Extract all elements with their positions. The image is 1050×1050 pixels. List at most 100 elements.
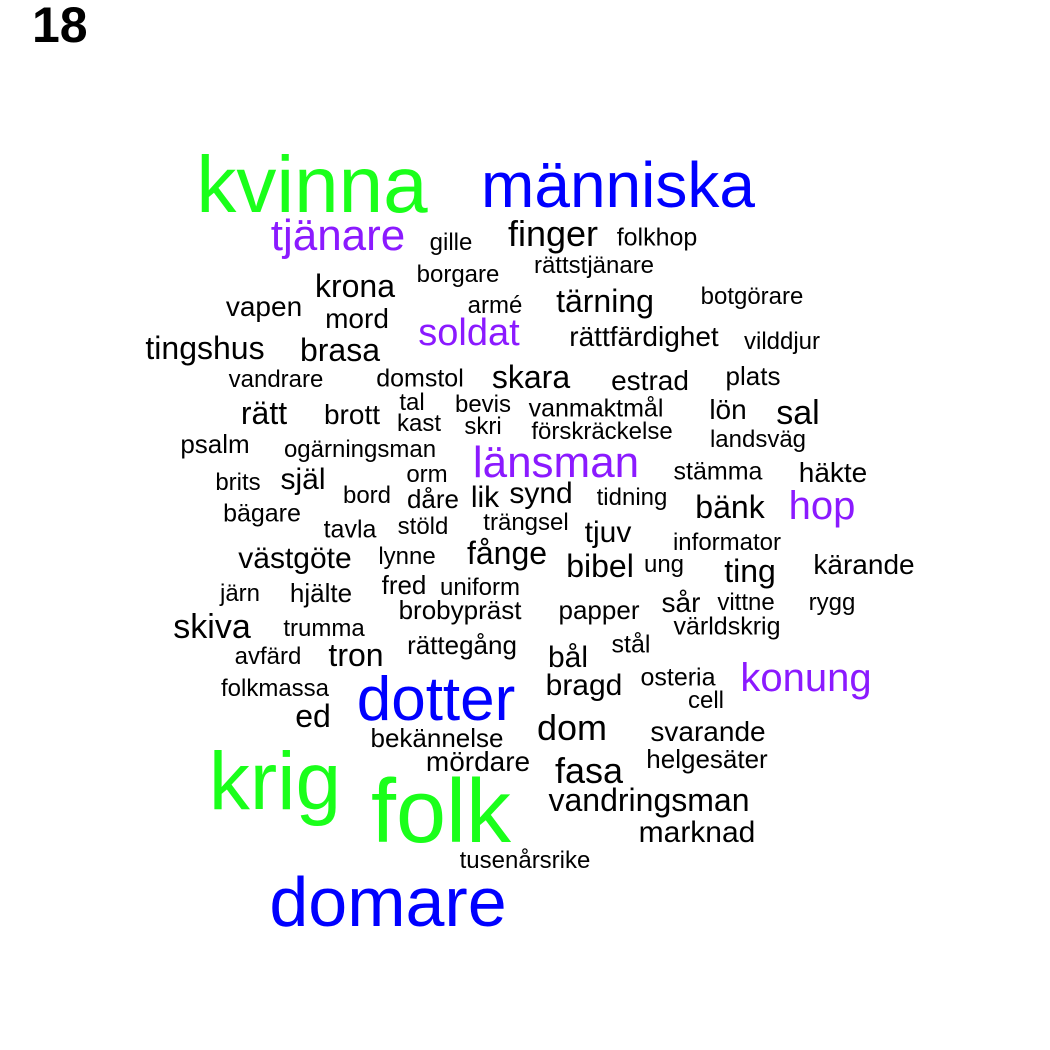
word-bibel: bibel: [566, 548, 634, 584]
word-vandrare: vandrare: [228, 366, 324, 393]
word-informator: informator: [672, 529, 782, 556]
word-bekannelse: bekännelse: [370, 723, 504, 753]
word-vastgote: västgöte: [238, 542, 352, 575]
word-finger: finger: [507, 213, 599, 254]
word-domstol: domstol: [376, 364, 464, 393]
word-folkmassa: folkmassa: [220, 675, 330, 702]
word-plats: plats: [725, 361, 781, 391]
word-orm: orm: [406, 461, 448, 488]
word-trumma: trumma: [283, 615, 365, 642]
word-avfard: avfärd: [234, 643, 302, 670]
word-hakte: häkte: [798, 457, 868, 488]
word-svarande: svarande: [650, 716, 766, 747]
word-lansman: länsman: [472, 438, 640, 487]
word-lynne: lynne: [378, 543, 436, 570]
word-sal: sal: [776, 394, 820, 432]
word-dom: dom: [536, 707, 608, 748]
word-borgare: borgare: [416, 261, 500, 288]
word-synd: synd: [509, 477, 573, 510]
word-landsvag: landsväg: [709, 426, 807, 453]
word-rattstjanare: rättstjänare: [533, 252, 655, 279]
word-kvinna: kvinna: [196, 140, 428, 229]
word-domare: domare: [269, 863, 507, 941]
word-konung: konung: [740, 656, 872, 700]
word-sar: sår: [661, 587, 701, 618]
word-kast: kast: [396, 410, 442, 437]
word-bal: bål: [547, 641, 589, 674]
word-psalm: psalm: [180, 429, 250, 459]
word-skri: skri: [464, 413, 502, 440]
word-uniform: uniform: [439, 574, 521, 601]
word-gille: gille: [429, 229, 473, 256]
word-trangsel: trängsel: [483, 509, 569, 536]
word-estrad: estrad: [611, 365, 689, 396]
word-papper: papper: [558, 595, 640, 625]
word-fred: fred: [381, 570, 427, 600]
panel-label: 18: [32, 0, 88, 53]
word-hop: hop: [788, 484, 856, 528]
word-krig: krig: [208, 736, 342, 827]
word-fange: fånge: [466, 535, 548, 571]
word-tarning: tärning: [556, 283, 654, 319]
word-rattfardighet: rättfärdighet: [569, 321, 719, 352]
word-skiva: skiva: [173, 608, 251, 646]
word-vanmaktmal: vanmaktmål: [528, 394, 664, 423]
word-mord: mord: [325, 303, 389, 334]
word-skara: skara: [491, 359, 571, 395]
word-tavla: tavla: [323, 515, 377, 544]
word-rattegang: rättegång: [407, 630, 517, 660]
word-sjal: själ: [280, 463, 326, 496]
word-ed: ed: [295, 698, 331, 734]
word-stal: stål: [611, 630, 651, 659]
word-forskrackelse: förskräckelse: [531, 418, 673, 445]
word-bagare: bägare: [223, 499, 301, 528]
word-mordare: mördare: [425, 746, 531, 777]
word-helgesater: helgesäter: [646, 744, 768, 774]
word-arm: armé: [467, 292, 523, 319]
word-tjanare: tjänare: [270, 211, 406, 260]
word-brits: brits: [215, 469, 261, 496]
word-tidning: tidning: [596, 484, 668, 511]
word-ratt: rätt: [240, 395, 288, 431]
word-vandringsman: vandringsman: [548, 782, 750, 818]
word-manniska: människa: [481, 149, 755, 221]
word-tal: tal: [399, 389, 425, 416]
word-bragd: bragd: [545, 669, 623, 702]
word-jarn: järn: [219, 580, 261, 607]
word-tingshus: tingshus: [145, 330, 265, 366]
word-bevis: bevis: [454, 391, 512, 418]
word-rygg: rygg: [808, 589, 856, 616]
word-brobyprast: brobypräst: [398, 595, 522, 625]
word-fasa: fasa: [554, 750, 624, 791]
word-bord: bord: [342, 482, 392, 509]
word-tjuv: tjuv: [584, 516, 632, 549]
word-brott: brott: [323, 399, 381, 430]
word-hjalte: hjälte: [289, 578, 353, 608]
word-varldskrig: världskrig: [673, 612, 781, 641]
word-cell: cell: [687, 687, 725, 714]
word-ting: ting: [724, 553, 776, 589]
word-bank: bänk: [695, 489, 765, 525]
word-dare: dåre: [406, 484, 460, 514]
word-lik: lik: [470, 481, 500, 514]
word-botgorare: botgörare: [700, 283, 804, 310]
word-stamma: stämma: [673, 457, 763, 486]
word-folkhop: folkhop: [616, 223, 698, 252]
word-karande: kärande: [813, 549, 915, 580]
word-vapen: vapen: [225, 291, 303, 322]
word-soldat: soldat: [418, 312, 520, 354]
word-krona: krona: [314, 268, 396, 304]
word-brasa: brasa: [299, 332, 381, 368]
word-folk: folk: [370, 762, 512, 862]
word-ung: ung: [643, 551, 685, 578]
word-vilddjur: vilddjur: [743, 328, 821, 355]
word-tusenarsrike: tusenårsrike: [459, 847, 591, 874]
word-lon: lön: [709, 394, 747, 425]
word-marknad: marknad: [638, 816, 756, 849]
word-vittne: vittne: [717, 589, 775, 616]
word-dotter: dotter: [356, 665, 516, 734]
word-osteria: osteria: [640, 663, 716, 692]
word-tron: tron: [328, 637, 384, 673]
word-ogarningsman: ogärningsman: [283, 436, 437, 463]
